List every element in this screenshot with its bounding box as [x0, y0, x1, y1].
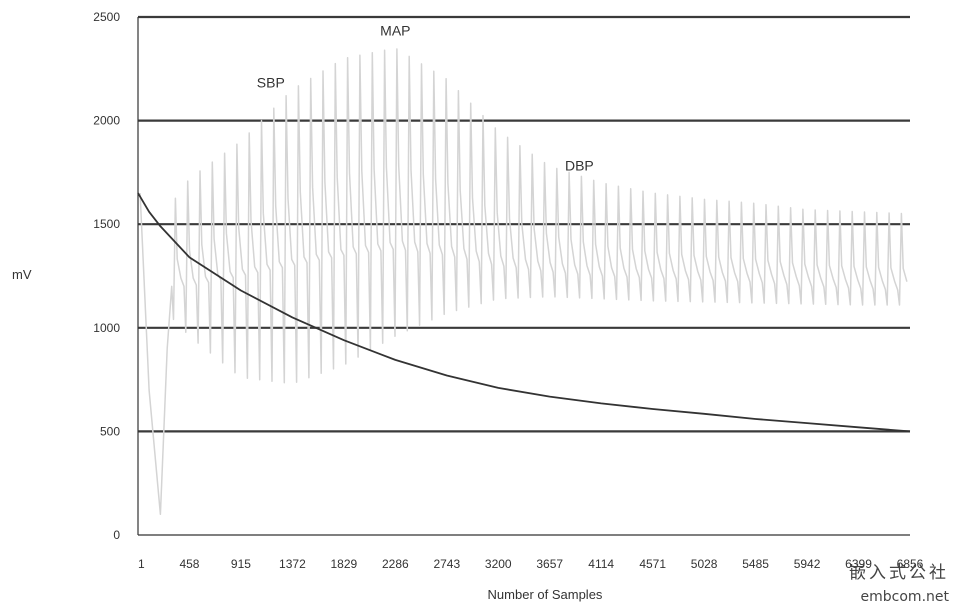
- x-tick-label: 5485: [742, 557, 769, 571]
- annotation-label: MAP: [380, 23, 410, 39]
- x-axis-title: Number of Samples: [488, 587, 603, 602]
- x-tick-label: 2286: [382, 557, 409, 571]
- x-tick-label: 1829: [331, 557, 358, 571]
- oscillation-path: [139, 48, 908, 516]
- x-tick-label: 1372: [279, 557, 306, 571]
- y-tick-label: 2500: [93, 10, 120, 24]
- x-tick-label: 5028: [691, 557, 718, 571]
- x-tick-label: 3200: [485, 557, 512, 571]
- x-tick-label: 5942: [794, 557, 821, 571]
- grid-lines: [138, 15, 910, 433]
- y-axis-title: mV: [12, 267, 32, 282]
- watermark-logo-text: 嵌入式公社: [849, 563, 949, 583]
- y-tick-label: 1000: [93, 321, 120, 335]
- cuff-pressure-line: [137, 192, 911, 433]
- x-tick-label: 1: [138, 557, 145, 571]
- y-tick-labels: 0 500 1000 1500 2000 2500: [93, 10, 120, 542]
- y-tick-label: 1500: [93, 217, 120, 231]
- y-tick-label: 2000: [93, 114, 120, 128]
- x-tick-label: 6856: [897, 557, 924, 571]
- annotation-label: SBP: [257, 74, 285, 90]
- x-tick-label: 4114: [588, 557, 614, 571]
- y-tick-label: 500: [100, 424, 120, 438]
- x-tick-label: 3657: [536, 557, 563, 571]
- cuff-pressure-series: [137, 192, 911, 433]
- x-tick-label: 6399: [845, 557, 872, 571]
- pulse-oscillation-series: [139, 48, 908, 516]
- x-tick-label: 4571: [639, 557, 666, 571]
- annotations: MAP SBP DBP: [257, 23, 594, 174]
- watermark-url: embcom.net: [860, 589, 949, 605]
- x-tick-labels: 1 458 915 1372 1829 2286 2743 3200 3657 4114 4571 5…: [138, 557, 924, 571]
- x-tick-label: 458: [179, 557, 199, 571]
- x-tick-label: 915: [231, 557, 251, 571]
- annotation-label: DBP: [565, 157, 594, 173]
- x-tick-label: 2743: [433, 557, 460, 571]
- y-tick-label: 0: [113, 528, 120, 542]
